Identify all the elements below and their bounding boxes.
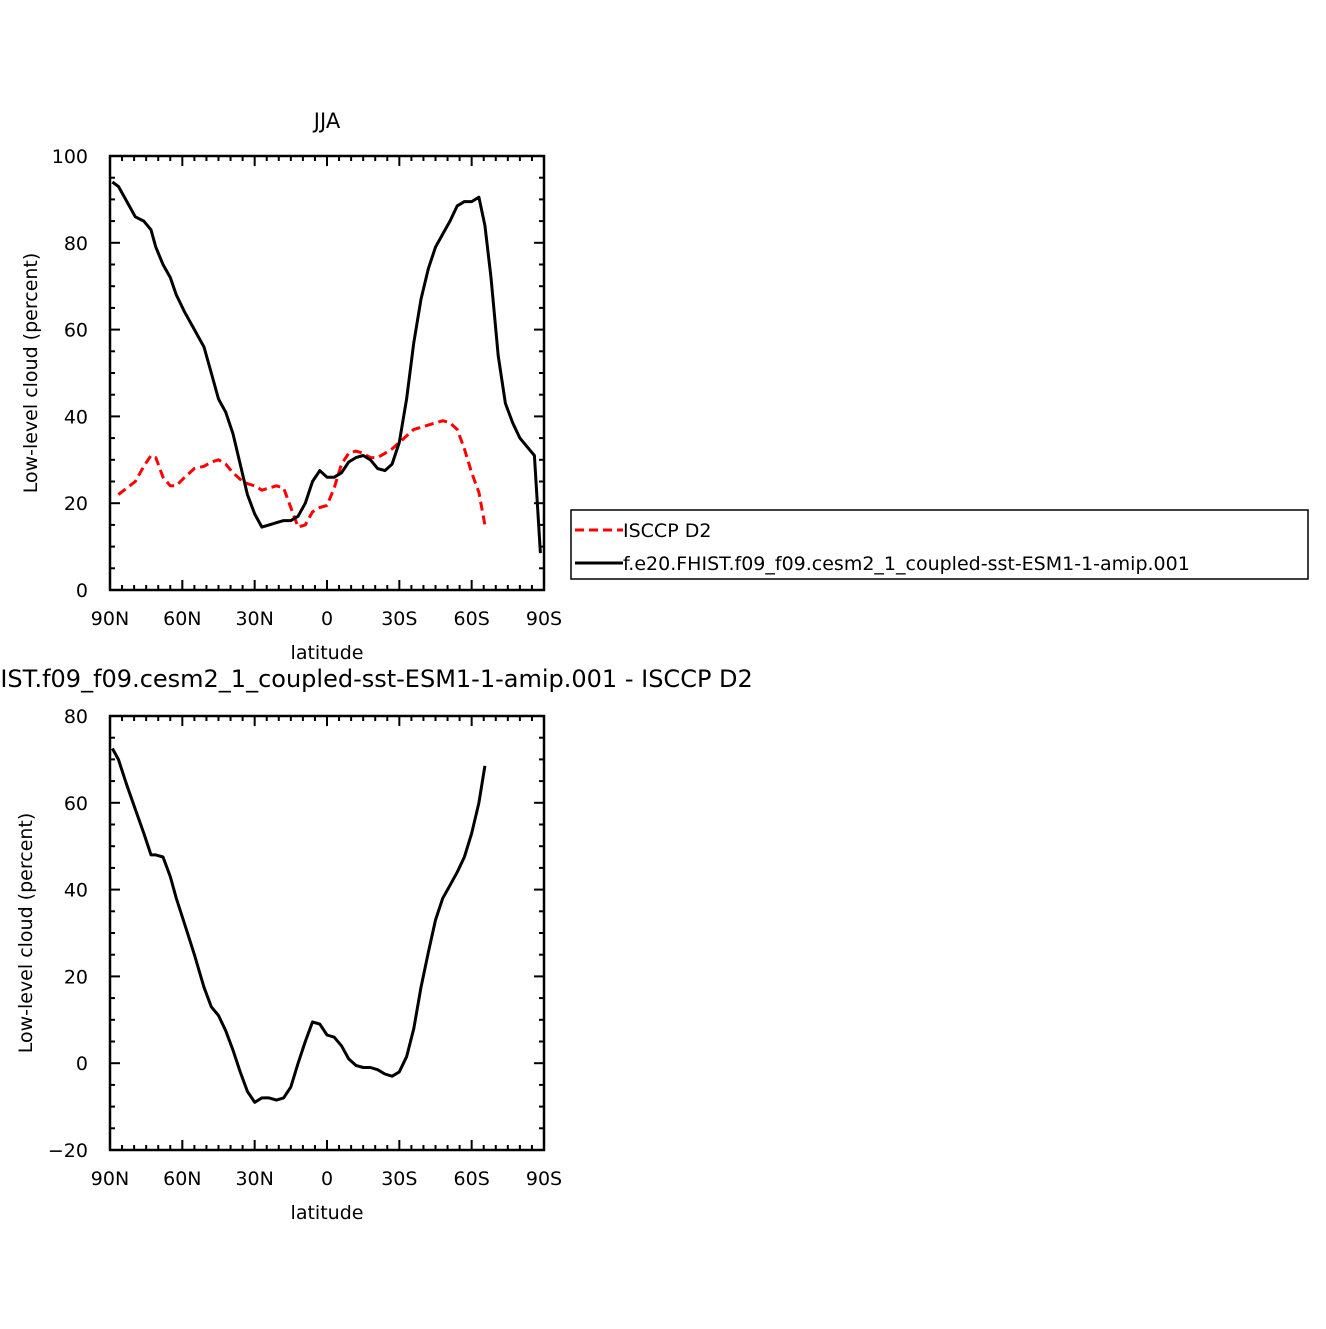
y-tick-label: 0: [76, 580, 88, 602]
y-tick-label: 80: [64, 706, 88, 728]
x-tick-label: 0: [321, 1168, 333, 1190]
legend-box: [570, 509, 1309, 580]
x-tick-label: 30N: [235, 1168, 273, 1190]
x-tick-label: 0: [321, 608, 333, 630]
top-title: JJA: [312, 109, 341, 133]
y-tick-label: 100: [52, 146, 88, 168]
top-xlabel: latitude: [291, 642, 364, 664]
top-plot-frame: [108, 154, 546, 592]
bottom-title: f.e20.FHIST.f09_f09.cesm2_1_coupled-sst-…: [0, 665, 753, 693]
x-tick-label: 60N: [163, 1168, 201, 1190]
model-series-line: [111, 180, 542, 554]
y-tick-label: 20: [64, 493, 88, 515]
x-tick-label: 30S: [381, 1168, 417, 1190]
x-tick-label: 30S: [381, 608, 417, 630]
bottom-panel: f.e20.FHIST.f09_f09.cesm2_1_coupled-sst-…: [0, 665, 753, 1224]
bottom-ylabel: Low-level cloud (percent): [15, 813, 37, 1054]
isccp-series-line: [117, 419, 487, 529]
y-tick-label: 80: [64, 233, 88, 255]
y-tick-label: 40: [64, 406, 88, 428]
top-series: [111, 180, 542, 554]
x-tick-label: 90S: [526, 608, 562, 630]
y-tick-label: −20: [48, 1140, 88, 1162]
x-tick-label: 60N: [163, 608, 201, 630]
legend: ISCCP D2 f.e20.FHIST.f09_f09.cesm2_1_cou…: [570, 509, 1309, 580]
top-ylabel: Low-level cloud (percent): [20, 253, 42, 494]
top-panel: JJA 90N 60N 30N 0 30S 60S 90S 0 20 40 60 80 100 lati…: [20, 109, 562, 664]
x-tick-label: 90N: [91, 608, 129, 630]
bottom-xlabel: latitude: [291, 1202, 364, 1224]
x-tick-label: 60S: [454, 608, 490, 630]
top-tick-labels: 90N 60N 30N 0 30S 60S 90S 0 20 40 60 80 100: [52, 146, 562, 630]
x-tick-label: 30N: [235, 608, 273, 630]
legend-label-model: f.e20.FHIST.f09_f09.cesm2_1_coupled-sst-…: [623, 553, 1190, 575]
x-tick-label: 60S: [454, 1168, 490, 1190]
y-tick-label: 20: [64, 966, 88, 988]
top-ticks: [109, 155, 545, 591]
bottom-series: [111, 747, 487, 1104]
y-tick-label: 40: [64, 880, 88, 902]
bottom-ticks: [109, 715, 545, 1151]
bottom-plot-frame: [108, 714, 546, 1152]
bottom-tick-labels: 90N 60N 30N 0 30S 60S 90S −20 0 20 40 60 80: [48, 706, 562, 1190]
x-tick-label: 90S: [526, 1168, 562, 1190]
x-tick-label: 90N: [91, 1168, 129, 1190]
y-tick-label: 60: [64, 793, 88, 815]
y-tick-label: 60: [64, 320, 88, 342]
legend-label-isccp: ISCCP D2: [623, 520, 711, 542]
model-series-line: [111, 747, 487, 1104]
y-tick-label: 0: [76, 1053, 88, 1075]
